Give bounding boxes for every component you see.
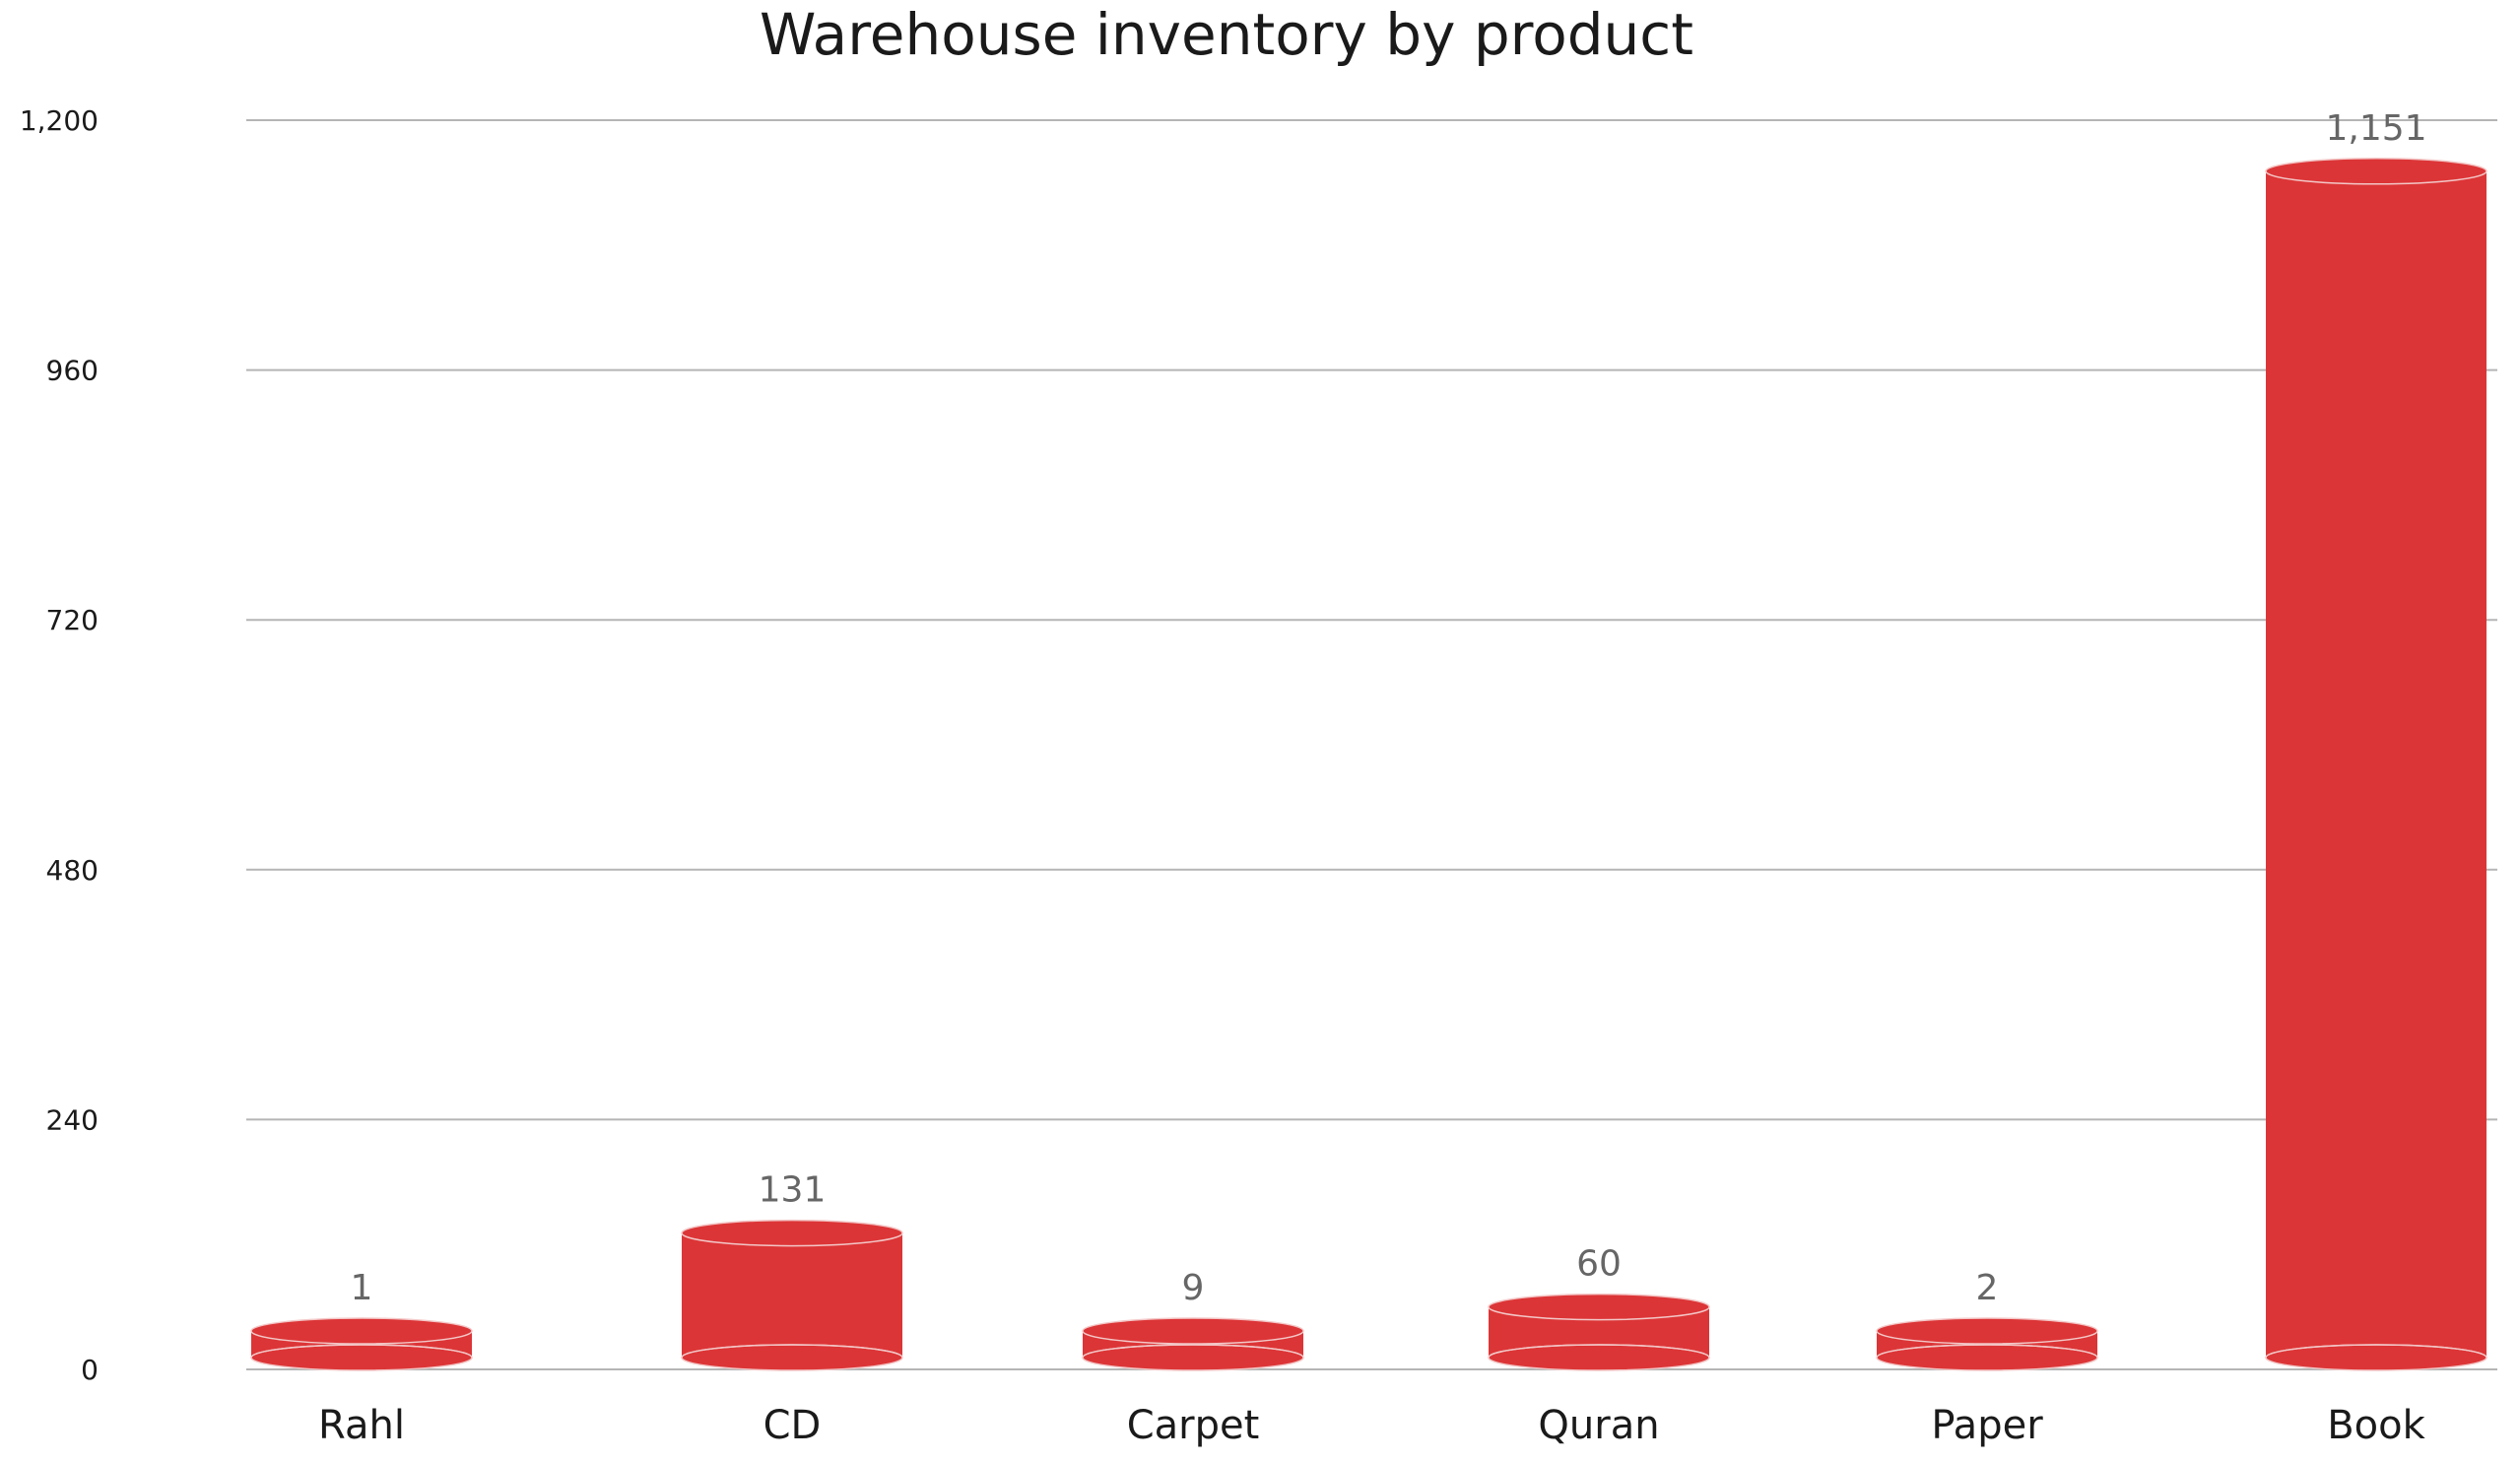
gridlines (246, 119, 2497, 1370)
bar-carpet (1082, 1317, 1304, 1371)
y-tick-label: 240 (46, 1103, 99, 1136)
y-axis-tick-labels: 0 240 480 720 960 1,200 (20, 104, 99, 1386)
x-tick-label: Rahl (318, 1403, 405, 1448)
data-label: 2 (1976, 1268, 1999, 1308)
bar-rahl (250, 1317, 473, 1371)
bar-bottom-inner-arc (1488, 1344, 1710, 1359)
bar-cd (681, 1219, 903, 1371)
bars (250, 158, 2487, 1371)
y-tick-label: 1,200 (20, 104, 99, 137)
bar-top-cap (2265, 158, 2487, 185)
chart-title: Warehouse inventory by product (760, 1, 1693, 68)
bar-bottom-inner-arc (1876, 1344, 2098, 1359)
data-label: 1,151 (2325, 108, 2426, 149)
data-labels: 1 131 9 60 2 1,151 (351, 108, 2427, 1308)
bar-book (2265, 158, 2487, 1371)
x-tick-label: CD (763, 1403, 822, 1448)
x-tick-label: Carpet (1127, 1403, 1260, 1448)
bar-quran (1488, 1293, 1710, 1371)
y-tick-label: 480 (46, 854, 99, 887)
x-tick-label: Quran (1538, 1403, 1659, 1448)
bar-bottom-inner-arc (250, 1344, 473, 1359)
bar-top-cap (1876, 1317, 2098, 1345)
bar-top-cap (1488, 1293, 1710, 1321)
bar-bottom-inner-arc (1082, 1344, 1304, 1359)
bar-paper (1876, 1317, 2098, 1371)
data-label: 131 (759, 1170, 827, 1211)
x-tick-label: Book (2327, 1403, 2425, 1448)
bar-body (2266, 170, 2487, 1359)
bar-top-cap (681, 1219, 903, 1247)
bar-bottom-inner-arc (681, 1344, 903, 1359)
data-label: 60 (1576, 1244, 1622, 1285)
bar-top-cap (250, 1317, 473, 1345)
y-tick-label: 0 (81, 1354, 99, 1386)
bar-body (682, 1232, 902, 1358)
x-axis-tick-labels: Rahl CD Carpet Quran Paper Book (318, 1403, 2426, 1448)
y-tick-label: 720 (46, 604, 99, 636)
data-label: 1 (351, 1268, 373, 1308)
x-tick-label: Paper (1931, 1403, 2043, 1448)
data-label: 9 (1182, 1268, 1205, 1308)
y-tick-label: 960 (46, 355, 99, 387)
bar-bottom-inner-arc (2265, 1344, 2487, 1359)
bar-top-cap (1082, 1317, 1304, 1345)
